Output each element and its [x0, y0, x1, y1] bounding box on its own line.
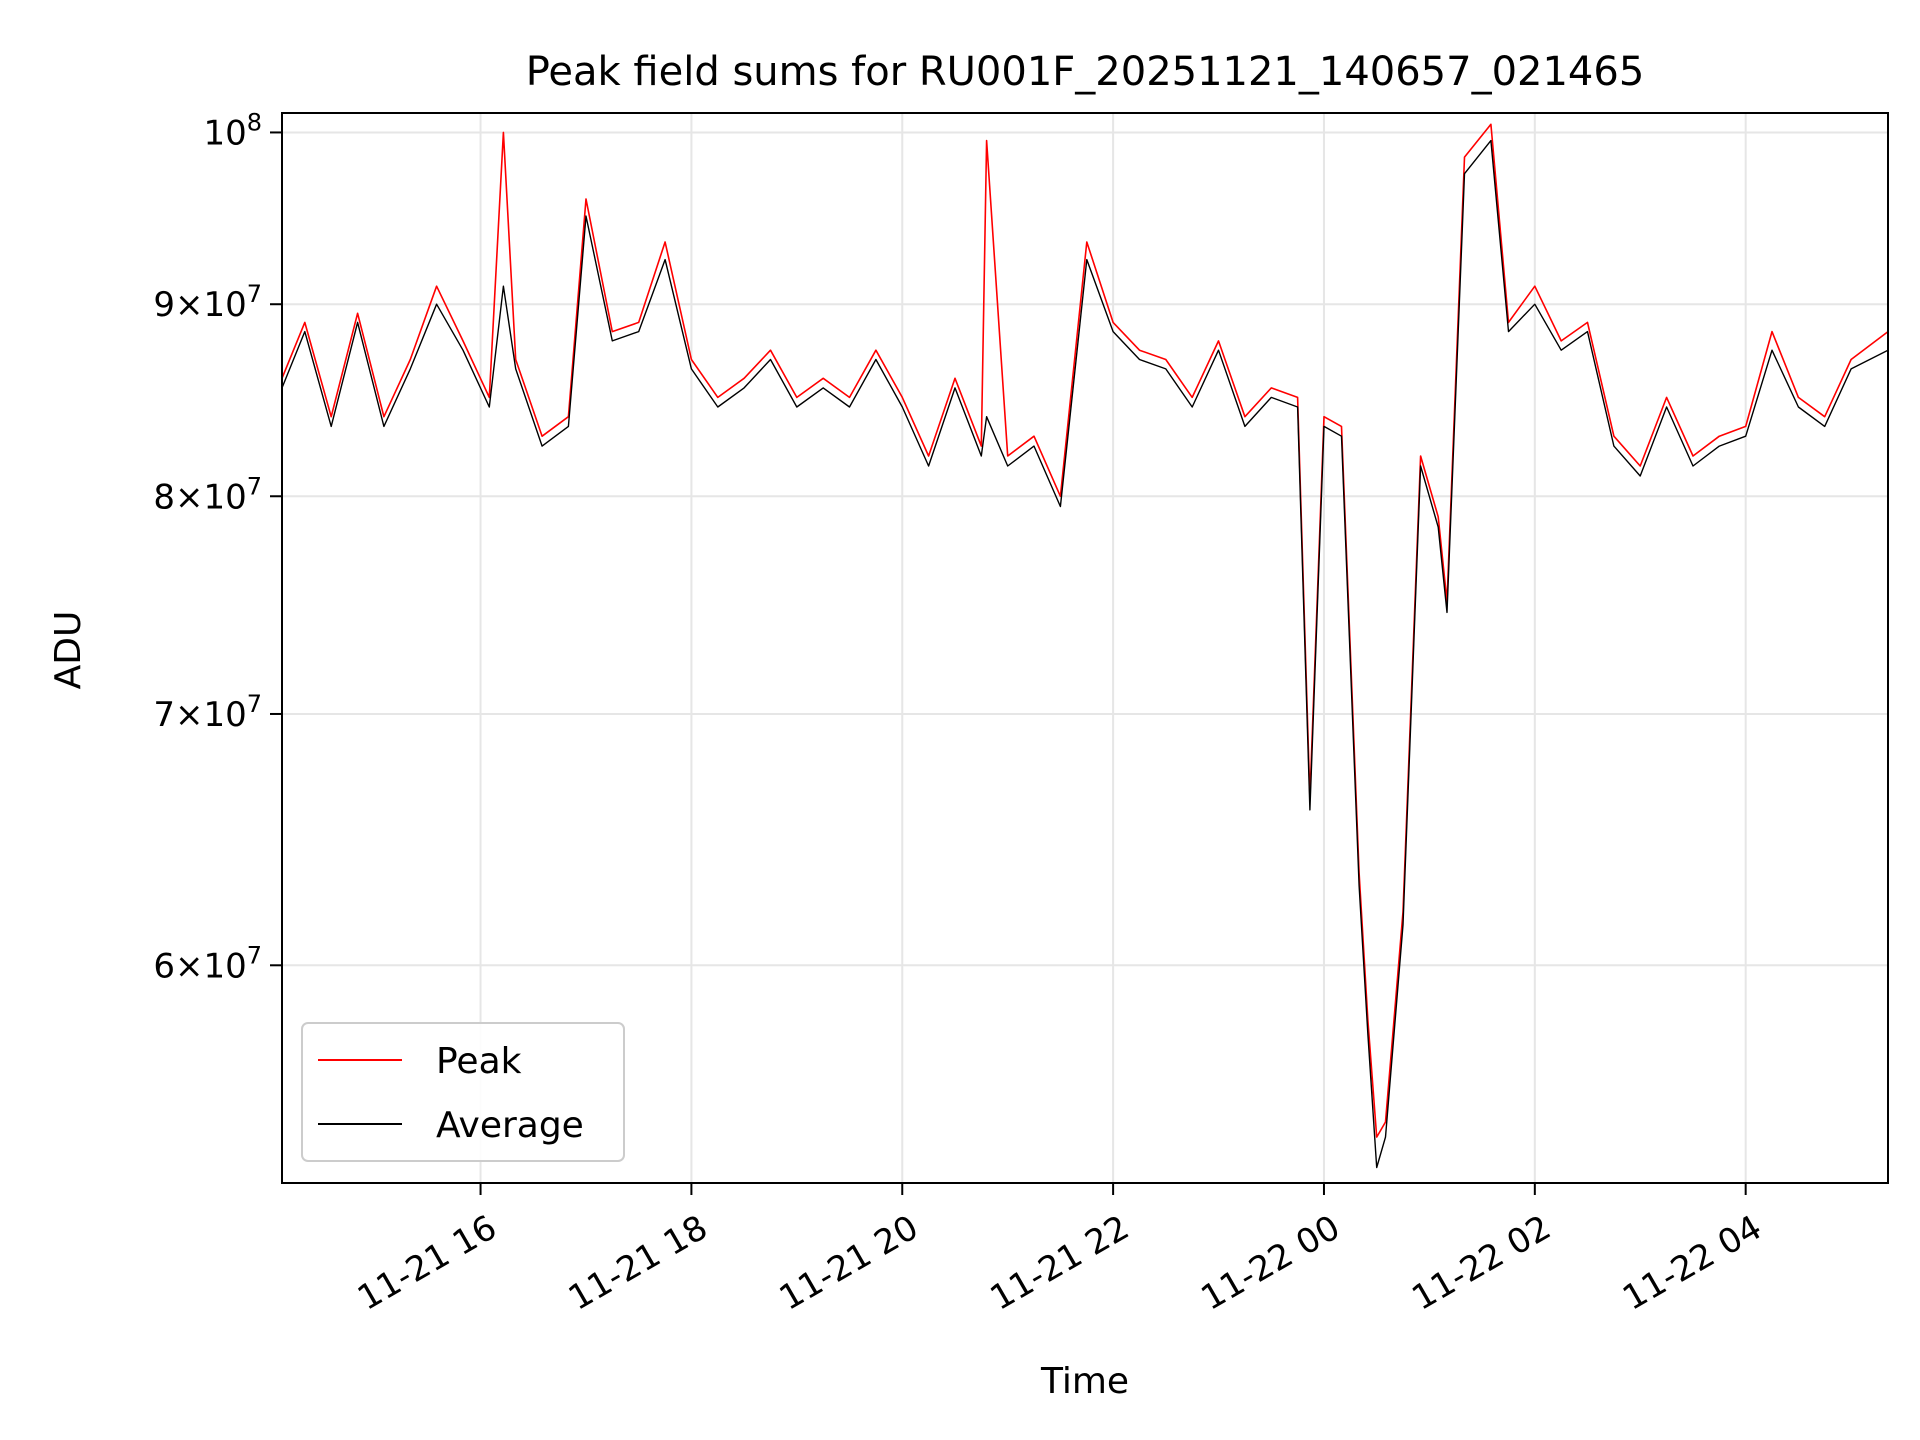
y-tick-label: 6×107: [153, 941, 262, 986]
plot-frame: [281, 112, 1889, 1184]
grid: [282, 113, 1888, 1183]
x-axis-label: Time: [1040, 1361, 1129, 1402]
series-line-peak: [282, 123, 1888, 1138]
chart-title: Peak field sums for RU001F_20251121_1406…: [526, 49, 1645, 95]
legend-box: [301, 1022, 625, 1162]
y-axis: 6×107 7×107 8×107 9×107 108: [153, 108, 282, 986]
legend: Peak Average: [301, 1022, 625, 1162]
legend-label-peak: Peak: [436, 1041, 522, 1082]
legend-label-average: Average: [436, 1105, 584, 1146]
y-tick-label: 9×107: [153, 280, 262, 325]
y-tick-label: 7×107: [153, 690, 262, 735]
y-axis-label: ADU: [48, 611, 89, 690]
plot-lines: [282, 123, 1888, 1169]
y-tick-label: 8×107: [153, 472, 262, 517]
series-line-average: [282, 139, 1888, 1169]
y-tick-label: 108: [203, 108, 262, 153]
